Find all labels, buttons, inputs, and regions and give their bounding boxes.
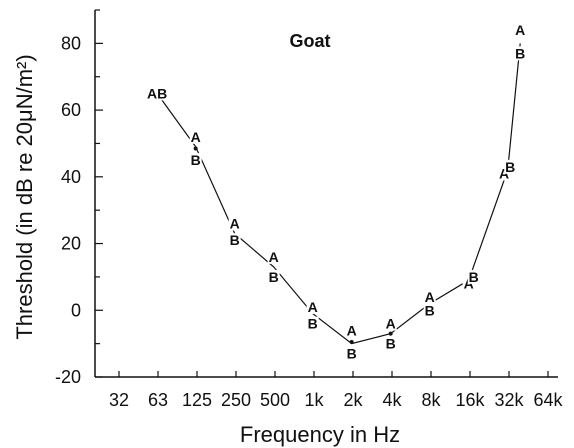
y-tick-label: 20 — [61, 234, 81, 254]
point-label-bg — [267, 269, 280, 284]
point-labels-layer: ABABABABABABABABABABAB — [147, 22, 527, 362]
point-label: A — [347, 322, 357, 338]
point-label: A — [515, 22, 525, 38]
point-label-bg — [151, 86, 164, 101]
point-label-bg — [467, 269, 480, 284]
chart-axes — [94, 10, 558, 378]
point-label: B — [269, 269, 279, 285]
data-point-dot — [388, 331, 393, 336]
point-label: A — [386, 316, 396, 332]
x-tick-label: 125 — [182, 390, 212, 410]
point-label-bg — [228, 233, 241, 248]
point-label: A — [308, 299, 318, 315]
point-label: B — [347, 346, 357, 362]
y-tick-label: 0 — [71, 300, 81, 320]
point-label: B — [308, 316, 318, 332]
point-label-bg — [228, 216, 241, 231]
point-label: B — [469, 269, 479, 285]
x-tick-label: 500 — [260, 390, 290, 410]
point-label: AB — [147, 85, 167, 101]
y-axis-ticks: -20 0 20 40 60 80 — [55, 9, 103, 387]
point-label-bg — [345, 346, 358, 361]
point-label-bg — [384, 336, 397, 351]
point-label: A — [499, 165, 509, 181]
x-tick-label: 16k — [455, 390, 485, 410]
chart-title: Goat — [289, 31, 330, 51]
y-axis-title: Threshold (in dB re 20μN/m²) — [12, 54, 37, 339]
y-tick-label: -20 — [55, 367, 81, 387]
x-tick-label: 8k — [421, 390, 441, 410]
x-tick-label: 1k — [304, 390, 324, 410]
x-axis-title: Frequency in Hz — [240, 422, 400, 447]
point-label-bg — [384, 316, 397, 331]
y-tick-label: 40 — [61, 167, 81, 187]
point-label-bg — [267, 249, 280, 264]
data-point-dot — [349, 339, 354, 344]
x-tick-label: 32k — [494, 390, 524, 410]
data-point-dot — [193, 146, 198, 151]
x-tick-label: 64k — [533, 390, 563, 410]
x-tick-label: 63 — [148, 390, 168, 410]
point-label: A — [425, 289, 435, 305]
x-tick-label: 2k — [343, 390, 363, 410]
point-label: A — [269, 249, 279, 265]
y-tick-label: 60 — [61, 100, 81, 120]
point-label-bg — [189, 153, 202, 168]
point-label: A — [230, 216, 240, 232]
point-label: B — [230, 232, 240, 248]
point-label: B — [191, 152, 201, 168]
point-label-bg — [345, 323, 358, 338]
point-label-bg — [514, 23, 527, 38]
point-label-bg — [514, 46, 527, 61]
point-label: B — [505, 159, 515, 175]
point-label: B — [425, 302, 435, 318]
series-layer — [156, 43, 521, 345]
x-tick-label: 32 — [109, 390, 129, 410]
point-label-bg — [504, 159, 517, 174]
point-label: A — [191, 129, 201, 145]
x-tick-label: 250 — [221, 390, 251, 410]
point-label: B — [386, 336, 396, 352]
point-label: B — [515, 45, 525, 61]
point-label-bg — [306, 316, 319, 331]
x-axis-ticks: 32 63 125 250 500 1k 2k 4k 8k 16k 32k 64k — [109, 371, 564, 410]
point-label-bg — [306, 299, 319, 314]
y-tick-label: 80 — [61, 33, 81, 53]
point-label-bg — [189, 129, 202, 144]
point-label-bg — [423, 303, 436, 318]
point-label-bg — [423, 289, 436, 304]
series-line — [156, 43, 521, 345]
x-tick-label: 4k — [382, 390, 402, 410]
